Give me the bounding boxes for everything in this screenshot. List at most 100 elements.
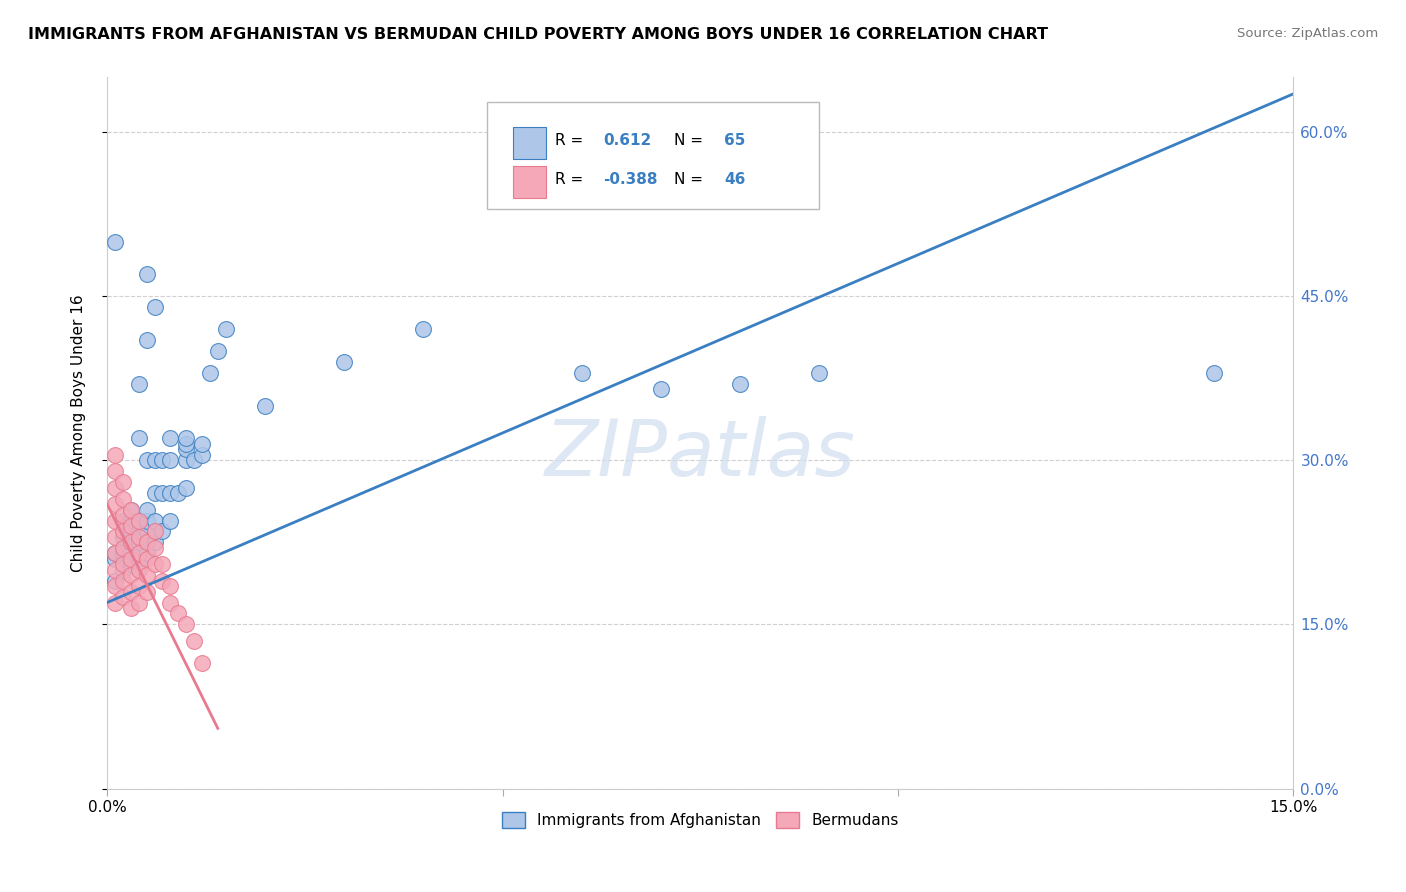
Point [128, 524, 150, 539]
Point [174, 453, 197, 467]
Point [104, 464, 127, 478]
Point [159, 453, 181, 467]
Point [191, 437, 214, 451]
Point [152, 558, 174, 572]
Text: -0.388: -0.388 [603, 171, 658, 186]
Point [111, 574, 134, 588]
FancyBboxPatch shape [513, 128, 546, 159]
Point [159, 579, 181, 593]
Point [111, 541, 134, 555]
Point [128, 558, 150, 572]
Point [191, 656, 214, 670]
Text: Source: ZipAtlas.com: Source: ZipAtlas.com [1237, 27, 1378, 40]
Point [111, 590, 134, 604]
Point [207, 343, 229, 358]
Point [120, 568, 142, 582]
Text: 0.612: 0.612 [603, 133, 651, 147]
Point [650, 382, 672, 396]
Point [167, 486, 190, 500]
Point [167, 607, 190, 621]
Point [104, 563, 127, 577]
Point [143, 453, 166, 467]
Point [143, 541, 166, 555]
Point [135, 453, 157, 467]
Point [111, 475, 134, 490]
Point [174, 437, 197, 451]
Point [571, 366, 593, 380]
Point [104, 235, 127, 249]
Point [128, 535, 150, 549]
Point [191, 448, 214, 462]
Point [143, 524, 166, 539]
Point [174, 481, 197, 495]
Text: N =: N = [673, 133, 709, 147]
Point [128, 596, 150, 610]
Point [120, 519, 142, 533]
Point [120, 524, 142, 539]
Point [135, 568, 157, 582]
Point [104, 481, 127, 495]
Point [104, 514, 127, 528]
Point [111, 524, 134, 539]
Point [135, 502, 157, 516]
Point [412, 322, 434, 336]
Point [120, 502, 142, 516]
Legend: Immigrants from Afghanistan, Bermudans: Immigrants from Afghanistan, Bermudans [496, 806, 904, 834]
Point [111, 491, 134, 506]
Point [104, 596, 127, 610]
Point [152, 453, 174, 467]
Point [215, 322, 238, 336]
Point [104, 551, 127, 566]
Point [143, 558, 166, 572]
Point [152, 486, 174, 500]
Text: IMMIGRANTS FROM AFGHANISTAN VS BERMUDAN CHILD POVERTY AMONG BOYS UNDER 16 CORREL: IMMIGRANTS FROM AFGHANISTAN VS BERMUDAN … [28, 27, 1047, 42]
Point [111, 524, 134, 539]
Point [120, 546, 142, 560]
Point [128, 546, 150, 560]
Point [143, 524, 166, 539]
Point [104, 530, 127, 544]
Point [128, 376, 150, 391]
Point [728, 376, 751, 391]
Text: 65: 65 [724, 133, 745, 147]
FancyBboxPatch shape [513, 166, 546, 198]
Point [183, 453, 205, 467]
Point [120, 584, 142, 599]
FancyBboxPatch shape [486, 103, 818, 209]
Point [135, 535, 157, 549]
Point [183, 633, 205, 648]
Point [120, 514, 142, 528]
Point [104, 497, 127, 511]
Text: R =: R = [555, 171, 589, 186]
Point [143, 535, 166, 549]
Point [159, 486, 181, 500]
Point [254, 399, 277, 413]
Point [152, 574, 174, 588]
Point [174, 432, 197, 446]
Text: R =: R = [555, 133, 589, 147]
Point [159, 514, 181, 528]
Point [135, 268, 157, 282]
Point [120, 535, 142, 549]
Point [198, 366, 221, 380]
Point [104, 448, 127, 462]
Point [120, 502, 142, 516]
Y-axis label: Child Poverty Among Boys Under 16: Child Poverty Among Boys Under 16 [72, 294, 86, 572]
Point [111, 541, 134, 555]
Point [143, 300, 166, 314]
Point [111, 508, 134, 522]
Point [128, 514, 150, 528]
Point [143, 514, 166, 528]
Point [152, 524, 174, 539]
Point [104, 574, 127, 588]
Point [111, 551, 134, 566]
Point [128, 563, 150, 577]
Text: 46: 46 [724, 171, 745, 186]
Point [135, 551, 157, 566]
Point [135, 333, 157, 347]
Point [120, 551, 142, 566]
Point [159, 432, 181, 446]
Point [111, 558, 134, 572]
Text: N =: N = [673, 171, 709, 186]
Point [104, 546, 127, 560]
